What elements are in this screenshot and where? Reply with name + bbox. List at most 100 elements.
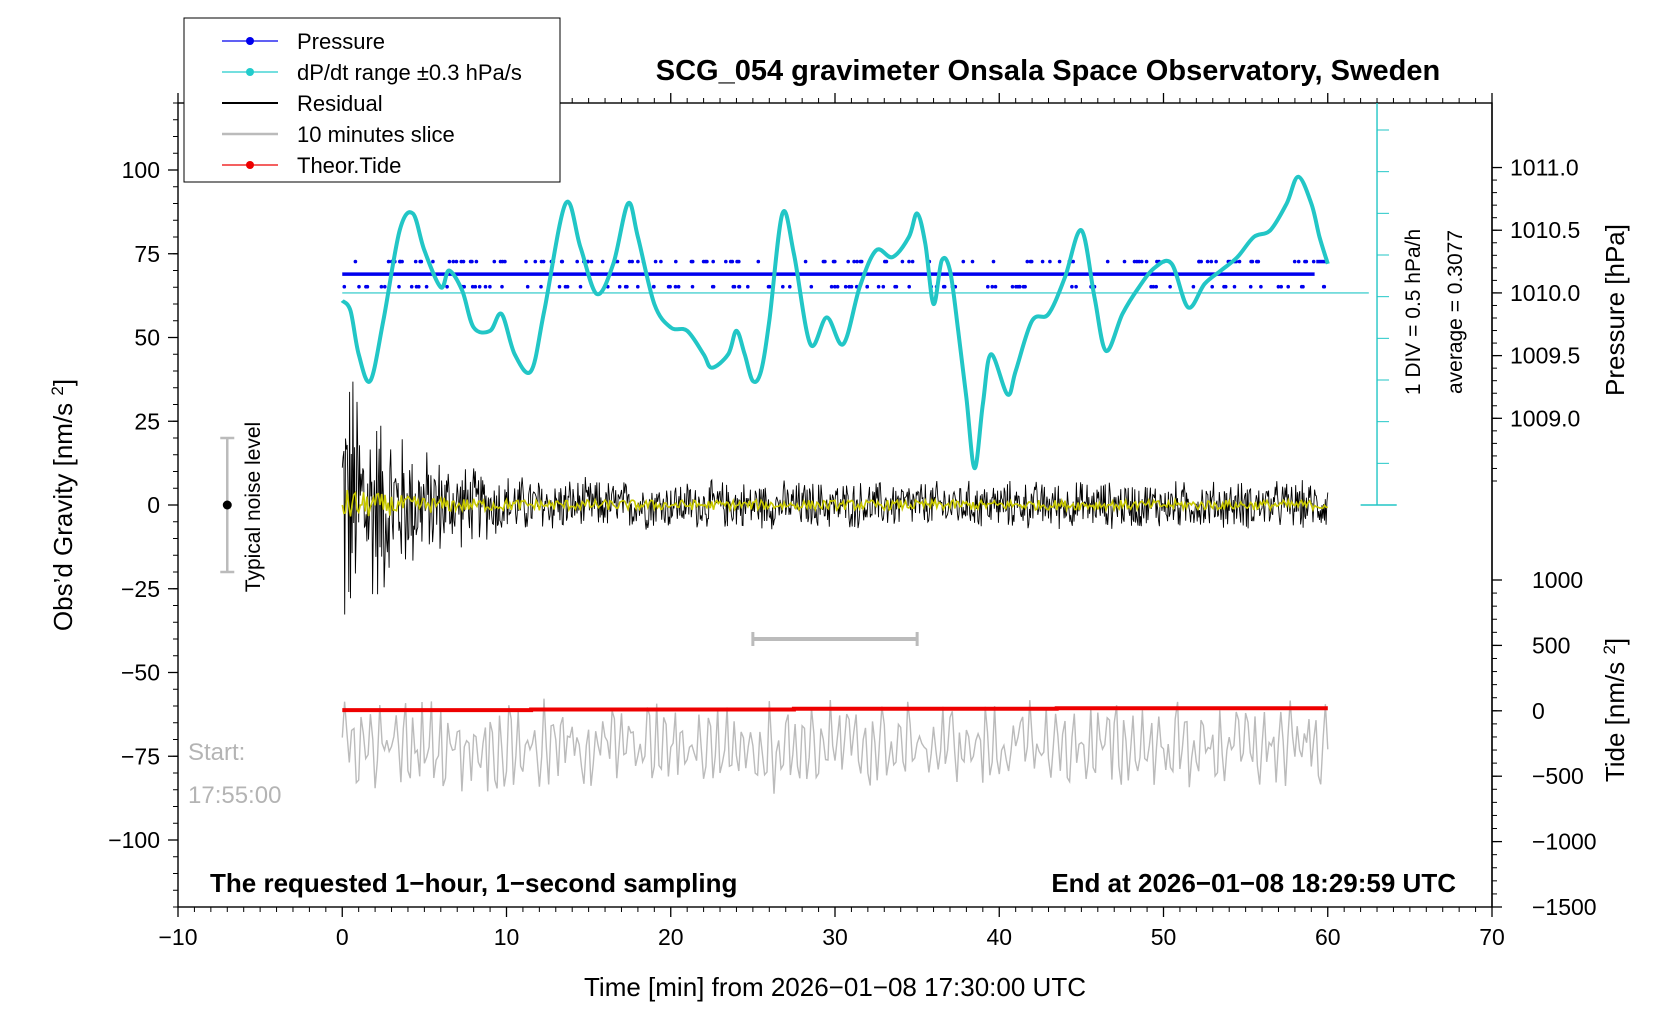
pressure-point: [809, 284, 814, 289]
pressure-point: [993, 284, 998, 289]
pressure-point: [1311, 259, 1316, 264]
pressure-point: [907, 259, 911, 264]
pressure-point: [1279, 284, 1283, 289]
legend-label: Theor.Tide: [297, 153, 401, 178]
pressure-point: [589, 259, 594, 264]
pressure-point: [1286, 284, 1290, 289]
pressure-point: [1144, 259, 1149, 264]
pressure-point: [357, 284, 361, 289]
pressure-point: [386, 259, 391, 264]
pressure-point: [1139, 259, 1144, 264]
footer-end-time: End at 2026−01−08 18:29:59 UTC: [1051, 868, 1456, 898]
pressure-point: [1222, 284, 1226, 289]
pressure-rate-scale: [1360, 103, 1397, 506]
tide-tick-label: −1000: [1532, 829, 1597, 855]
pressure-point: [1018, 284, 1022, 289]
pressure-point: [473, 284, 478, 289]
mean-line: [341, 489, 1328, 517]
pressure-point: [353, 259, 358, 264]
pressure-point: [900, 259, 905, 264]
pressure-point: [674, 259, 678, 264]
legend-label: Residual: [297, 91, 383, 116]
pressure-point: [1250, 259, 1255, 264]
pressure-point: [1029, 259, 1034, 264]
y-tick-label: −75: [121, 743, 160, 769]
pressure-point: [703, 259, 708, 264]
pressure-point: [690, 284, 695, 289]
pressure-point: [1048, 259, 1052, 264]
x-tick-label: 70: [1479, 924, 1505, 950]
pressure-point: [445, 284, 449, 289]
pressure-point: [1255, 259, 1259, 264]
pressure-point: [627, 259, 632, 264]
pressure-point: [1209, 259, 1214, 264]
legend-label: Pressure: [297, 29, 385, 54]
tide-tick-label: 1000: [1532, 567, 1583, 593]
y-tick-label: 75: [134, 241, 160, 267]
pressure-point: [666, 284, 671, 289]
pressure-point: [1299, 284, 1304, 289]
pressure-point: [1191, 284, 1196, 289]
pressure-point: [1303, 259, 1307, 264]
pressure-tick-label: 1009.5: [1510, 343, 1580, 369]
slice-line: [341, 698, 1329, 794]
pressure-point: [843, 284, 848, 289]
pressure-point: [766, 284, 771, 289]
pressure-point: [539, 259, 544, 264]
pressure-point: [470, 284, 475, 289]
x-tick-label: 60: [1315, 924, 1341, 950]
pressure-point: [881, 284, 886, 289]
pressure-point: [865, 284, 869, 289]
pressure-point: [1259, 284, 1263, 289]
dpdt-line: [340, 174, 1330, 471]
pressure-point: [578, 284, 583, 289]
pressure-point: [617, 284, 622, 289]
pressure-point: [1214, 259, 1218, 264]
y-axis-pressure: 1011.0 1010.5 1010.0 1009.5 1009.0: [1491, 103, 1580, 907]
y-tick-label: −50: [121, 660, 160, 686]
pressure-point: [1057, 259, 1062, 264]
tide-tick-label: −1500: [1532, 894, 1597, 920]
pressure-point: [942, 284, 947, 289]
y-tick-label: −100: [108, 827, 160, 853]
pressure-point: [651, 284, 656, 289]
pressure-point: [894, 284, 899, 289]
legend-marker: [246, 68, 254, 76]
x-tick-label: 30: [822, 924, 848, 950]
pressure-point: [855, 259, 859, 264]
pressure-point: [413, 259, 418, 264]
legend-box: [183, 17, 561, 183]
y-axis-left: 100 75 50 25 0 −25 −50 −75 −100: [108, 102, 178, 908]
tide-tick-label: −500: [1532, 763, 1584, 789]
x-axis-label: Time [min] from 2026−01−08 17:30:00 UTC: [584, 972, 1086, 1002]
y-axis-label-tide: Tide [nm/s 2]: [1600, 638, 1631, 782]
legend-label: 10 minutes slice: [297, 122, 455, 147]
legend: Pressure dP/dt range ±0.3 hPa/s Residual 10…: [183, 17, 561, 183]
x-tick-label: 20: [658, 924, 684, 950]
footer-sampling: The requested 1−hour, 1−second sampling: [210, 868, 737, 898]
pressure-point: [1074, 284, 1078, 289]
pressure-point: [483, 284, 488, 289]
pressure-point: [690, 259, 695, 264]
pressure-point: [1237, 259, 1242, 264]
noise-center-dot: [222, 500, 232, 510]
x-tick-label: −10: [158, 924, 197, 950]
pressure-point: [1014, 284, 1018, 289]
legend-marker: [246, 161, 254, 169]
pressure-point: [431, 259, 435, 264]
y-tick-label: 25: [134, 408, 160, 434]
pressure-point: [746, 284, 750, 289]
pressure-point: [533, 259, 538, 264]
pressure-point: [418, 259, 423, 264]
slice-start-label: Start:: [188, 739, 245, 766]
pressure-tick-label: 1009.0: [1510, 405, 1580, 431]
pressure-tick-label: 1010.0: [1510, 280, 1580, 306]
series-pressure: [342, 259, 1328, 289]
pressure-point: [737, 284, 742, 289]
pressure-point: [1135, 259, 1139, 264]
pressure-point: [379, 284, 384, 289]
pressure-point: [1105, 259, 1110, 264]
pressure-point: [835, 284, 840, 289]
pressure-point: [424, 284, 429, 289]
pressure-point: [414, 284, 419, 289]
